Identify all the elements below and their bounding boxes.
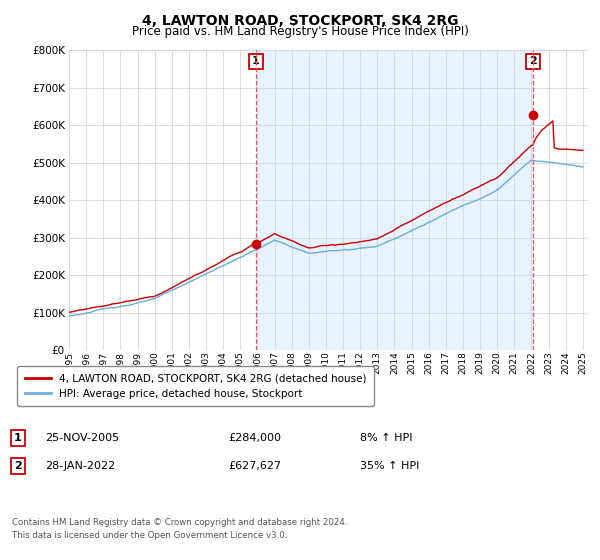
Text: 4, LAWTON ROAD, STOCKPORT, SK4 2RG: 4, LAWTON ROAD, STOCKPORT, SK4 2RG — [142, 14, 458, 28]
Text: Price paid vs. HM Land Registry's House Price Index (HPI): Price paid vs. HM Land Registry's House … — [131, 25, 469, 38]
Text: This data is licensed under the Open Government Licence v3.0.: This data is licensed under the Open Gov… — [12, 531, 287, 540]
Text: Contains HM Land Registry data © Crown copyright and database right 2024.: Contains HM Land Registry data © Crown c… — [12, 518, 347, 527]
Bar — [256, 50, 533, 350]
Legend: 4, LAWTON ROAD, STOCKPORT, SK4 2RG (detached house), HPI: Average price, detache: 4, LAWTON ROAD, STOCKPORT, SK4 2RG (deta… — [17, 366, 374, 406]
Text: 8% ↑ HPI: 8% ↑ HPI — [360, 433, 413, 443]
Text: £284,000: £284,000 — [228, 433, 281, 443]
Text: 2: 2 — [529, 57, 537, 67]
Text: 28-JAN-2022: 28-JAN-2022 — [45, 461, 115, 471]
Text: 1: 1 — [14, 433, 22, 443]
Text: £627,627: £627,627 — [228, 461, 281, 471]
Text: 1: 1 — [252, 57, 260, 67]
Text: 35% ↑ HPI: 35% ↑ HPI — [360, 461, 419, 471]
Text: 25-NOV-2005: 25-NOV-2005 — [45, 433, 119, 443]
Text: 2: 2 — [14, 461, 22, 471]
